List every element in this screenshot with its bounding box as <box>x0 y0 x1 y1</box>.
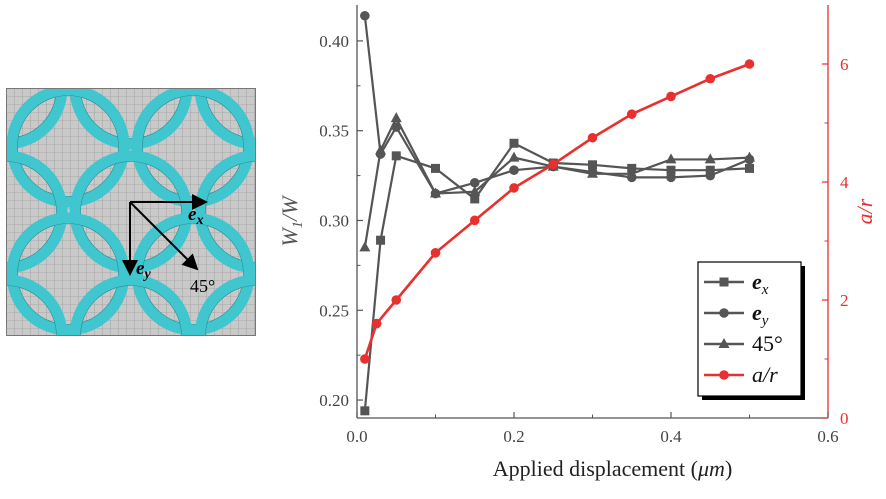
pore-band <box>6 88 130 208</box>
y-right-tick-label: 2 <box>840 291 849 310</box>
ey-label: ey <box>136 258 151 282</box>
pore-band <box>194 150 256 274</box>
pore-band-inner-edge <box>80 88 182 139</box>
series-45- <box>359 112 755 252</box>
legend-label: ex <box>752 269 769 298</box>
y-right-axis-title: a/r <box>852 198 877 224</box>
data-point <box>469 177 480 188</box>
pore-band-inner-edge <box>6 161 57 263</box>
data-point <box>431 163 440 173</box>
data-point <box>587 167 598 178</box>
legend-marker <box>719 370 729 380</box>
pore-band-inner-edge <box>17 223 119 325</box>
data-point <box>705 170 716 181</box>
legend-marker <box>719 308 729 318</box>
data-point <box>375 144 387 155</box>
data-point <box>430 248 441 258</box>
data-point <box>666 172 676 183</box>
series-a-r <box>360 59 755 364</box>
legend-label: a/r <box>752 362 778 387</box>
data-point <box>509 138 519 148</box>
y-left-tick-label: 0.40 <box>319 32 349 51</box>
data-point <box>666 165 676 175</box>
x-axis-title: Applied displacement (μm) <box>493 456 733 481</box>
pore-band <box>69 274 193 336</box>
diag-arrow <box>129 201 199 271</box>
x-tick-label: 0.6 <box>817 427 838 446</box>
ex-label: ex <box>188 204 203 228</box>
data-point <box>587 132 598 143</box>
mesh-diagram: ex ey 45° <box>6 88 256 336</box>
data-point <box>588 160 597 170</box>
data-point <box>705 165 715 175</box>
data-point <box>469 215 480 226</box>
legend-marker <box>718 338 730 348</box>
data-point <box>704 153 716 164</box>
pore-band-inner-edge <box>205 161 256 263</box>
pore-band-inner-edge <box>17 95 119 197</box>
mesh-border <box>6 88 256 336</box>
pore-band-inner-edge <box>142 223 244 325</box>
legend-label: 45° <box>752 331 783 356</box>
data-point <box>666 91 676 102</box>
data-point <box>391 151 401 161</box>
y-left-tick-label: 0.25 <box>319 301 349 320</box>
data-point <box>626 167 638 178</box>
data-point <box>390 112 402 123</box>
data-point <box>470 194 480 204</box>
data-point <box>391 295 402 305</box>
series-line <box>363 141 750 411</box>
data-point <box>745 163 754 173</box>
y-right-tick-label: 4 <box>840 173 849 192</box>
x-tick-label: 0.4 <box>660 427 682 446</box>
data-point <box>548 159 559 170</box>
series-ex <box>360 138 754 416</box>
series-line <box>363 115 750 248</box>
data-point <box>509 165 519 175</box>
data-point <box>508 151 520 162</box>
data-point <box>705 73 716 84</box>
data-point <box>430 187 441 198</box>
pore-band <box>69 88 193 150</box>
legend-box <box>697 261 802 397</box>
y-right-tick-label: 0 <box>840 409 849 428</box>
y-left-tick-label: 0.20 <box>319 391 349 410</box>
data-point <box>469 185 481 196</box>
diag-label: 45° <box>190 276 215 296</box>
legend-label: ey <box>752 300 769 329</box>
mesh-figure: ex ey 45° <box>6 88 256 336</box>
data-point <box>376 235 386 245</box>
data-point <box>360 354 370 364</box>
y-left-axis-title: W1/W <box>277 195 306 247</box>
y-left-tick-label: 0.35 <box>319 122 349 141</box>
data-point <box>744 59 755 69</box>
y-left-tick-label: 0.30 <box>319 211 349 230</box>
series-line <box>363 15 750 195</box>
x-tick-label: 0.2 <box>503 427 524 446</box>
pore-band-inner-edge <box>80 285 182 336</box>
y-right-tick-label: 6 <box>840 55 849 74</box>
data-point <box>371 318 382 329</box>
pore-band <box>6 150 68 274</box>
data-point <box>626 109 637 119</box>
legend-marker <box>719 277 729 287</box>
data-point <box>509 183 519 193</box>
series-line <box>363 62 750 360</box>
data-point <box>744 151 755 162</box>
x-tick-label: 0.0 <box>346 427 367 446</box>
data-point <box>360 10 370 21</box>
data-point <box>360 406 370 416</box>
data-point <box>665 153 677 164</box>
data-point <box>359 241 371 252</box>
